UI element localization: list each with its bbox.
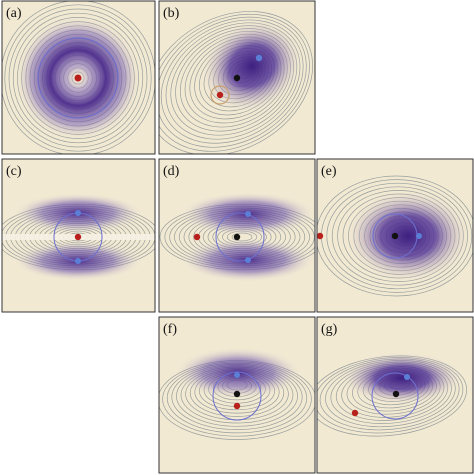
blue-point-e: [416, 233, 422, 239]
blue-point-b: [255, 54, 263, 62]
panel-label-c: (c): [6, 164, 22, 179]
panel-label-b: (b): [163, 6, 180, 21]
blue-point-c-top: [75, 210, 81, 216]
panel-d: [159, 159, 315, 312]
panel-f: [159, 317, 315, 473]
blue-point-d-bottom: [245, 257, 251, 263]
contour-line: [159, 13, 310, 152]
panel-a: [2, 1, 155, 154]
black-point-e: [391, 232, 399, 240]
density-e: [346, 190, 470, 282]
orbit-circle-d: [215, 212, 265, 262]
panel-c: [2, 159, 155, 312]
contour-line: [159, 11, 314, 154]
black-point-f: [233, 390, 241, 398]
red-point-d: [193, 233, 201, 241]
panel-label-d: (d): [163, 164, 180, 179]
red-point-e: [317, 232, 324, 240]
contour-line: [317, 175, 473, 297]
contour-line: [4, 4, 152, 152]
source-ring-b: [210, 85, 230, 105]
red-point-a: [74, 74, 82, 82]
black-point-d: [233, 233, 241, 241]
panel-label-f: (f): [163, 322, 177, 337]
contour-line: [8, 8, 148, 148]
panel-label-e: (e): [321, 164, 337, 179]
panel-label-g: (g): [321, 322, 338, 337]
red-point-b: [216, 91, 224, 99]
panel-g: [317, 317, 473, 473]
red-point-c: [74, 233, 82, 241]
black-point-g: [392, 390, 400, 398]
blue-point-d-top: [245, 211, 251, 217]
blue-point-f: [234, 372, 240, 378]
black-point-b: [233, 74, 241, 82]
contour-line: [159, 16, 307, 148]
contour-line: [12, 12, 144, 144]
density-g: [342, 352, 462, 404]
red-point-g: [351, 409, 359, 417]
red-point-f: [233, 402, 241, 410]
blue-point-g: [404, 374, 410, 380]
panel-b: [159, 1, 315, 154]
orbit-circle-a: [37, 37, 119, 119]
panel-label-a: (a): [6, 6, 22, 21]
orbit-circle-g: [371, 372, 419, 420]
panel-e: [317, 159, 473, 312]
blue-point-c-bottom: [75, 258, 81, 264]
